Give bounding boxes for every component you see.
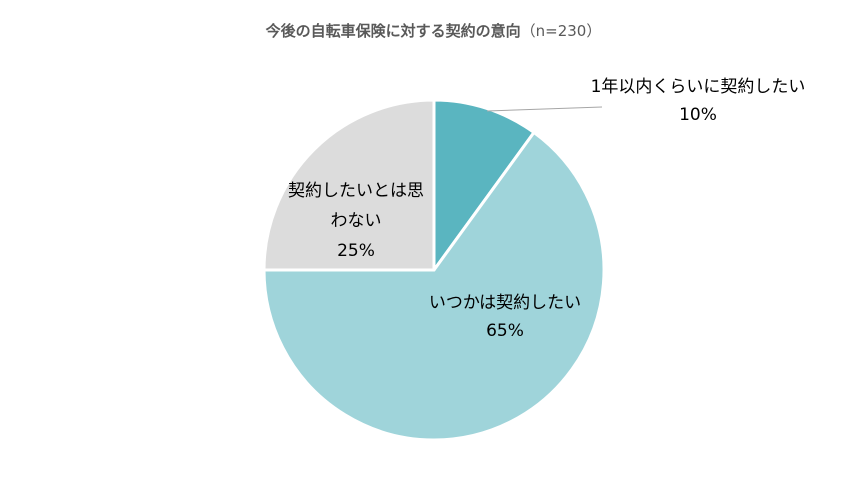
label-someday-percent: 65% <box>486 321 524 341</box>
chart-sample-size: （n=230） <box>520 22 602 40</box>
leader-lines <box>486 106 603 112</box>
label-someday-text-1: いつかは契約したい <box>429 293 581 313</box>
label-not-want-text-2: わない <box>331 211 382 231</box>
label-not-want-text-1: 契約したいとは思 <box>288 181 424 201</box>
label-not-want-percent: 25% <box>337 241 375 261</box>
label-within-one-year-text-1: 1年以内くらいに契約したい <box>591 77 806 97</box>
chart-title: 今後の自転車保険に対する契約の意向（n=230） <box>0 20 867 41</box>
pie-slices <box>262 98 606 442</box>
label-within-one-year-percent: 10% <box>679 105 717 125</box>
slice-within-one-year <box>432 98 536 272</box>
slice-someday <box>262 130 606 442</box>
leader-line-within-one-year <box>486 106 603 112</box>
chart-title-text: 今後の自転車保険に対する契約の意向 <box>265 22 521 40</box>
slice-not-want <box>262 98 436 272</box>
